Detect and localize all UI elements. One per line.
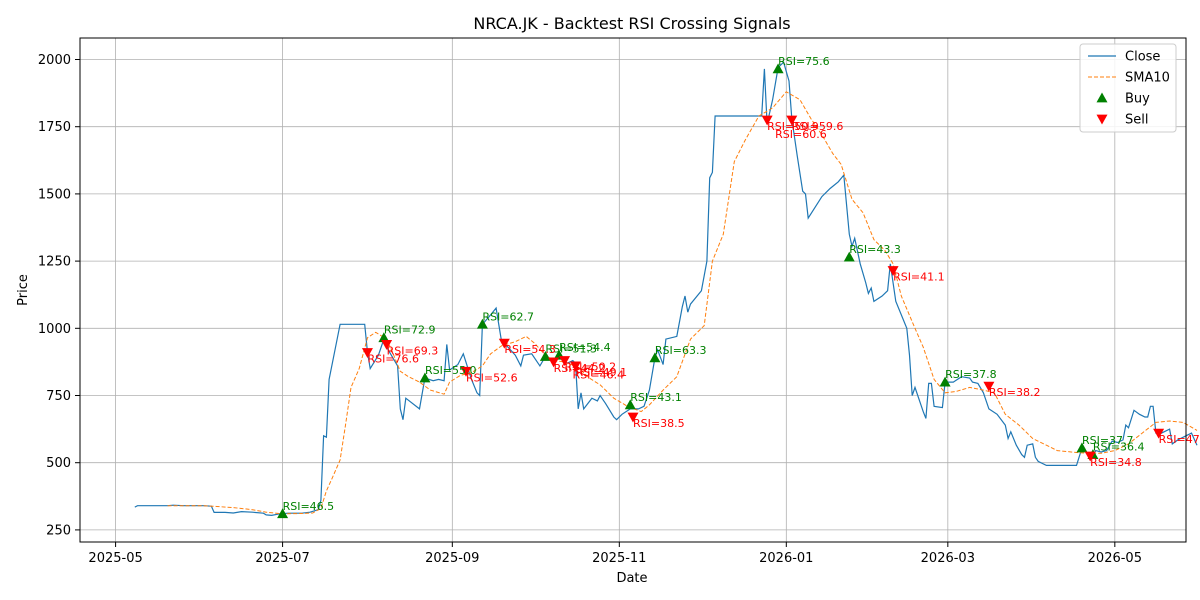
legend-label: Sell: [1125, 113, 1148, 128]
sell-marker: [498, 338, 510, 349]
x-tick-label: 2026-03: [921, 551, 975, 566]
sell-label: RSI=34.8: [1090, 456, 1142, 469]
sell-marker: [627, 412, 639, 423]
buy-label: RSI=46.5: [283, 500, 335, 513]
buy-label: RSI=43.3: [849, 243, 901, 256]
sell-marker: [381, 340, 393, 350]
x-tick-label: 2025-11: [592, 551, 646, 566]
sell-marker: [887, 266, 899, 277]
sell-label: RSI=38.2: [989, 386, 1041, 399]
legend: Close SMA10 Buy Sell: [1079, 43, 1177, 133]
sell-marker: [570, 361, 582, 372]
buy-marker: [843, 251, 855, 262]
y-axis: 250 500 750 1000 1250 1500 1750 2000: [38, 53, 80, 538]
buy-marker: [772, 63, 784, 74]
buy-label: RSI=36.4: [1093, 441, 1145, 454]
sell-label: RSI=59.6: [792, 120, 844, 133]
sell-label: RSI=54.3: [504, 343, 556, 356]
sell-marker: [1084, 451, 1096, 462]
signal-markers: [277, 63, 1165, 519]
buy-label: RSI=72.9: [384, 324, 436, 337]
sell-label: RSI=38.5: [633, 417, 685, 430]
sell-label: RSI=46.4: [573, 369, 625, 382]
series-layer: [134, 61, 1198, 517]
legend-sell-swatch: [1096, 114, 1108, 125]
y-tick-label: 2000: [38, 53, 71, 68]
x-tick-label: 2026-05: [1088, 551, 1142, 566]
sell-marker: [761, 115, 773, 126]
y-axis-label: Price: [16, 274, 31, 306]
buy-label: RSI=37.7: [1082, 434, 1134, 447]
sell-label: RSI=49.1: [576, 366, 628, 379]
y-tick-label: 1000: [38, 322, 71, 337]
buy-marker: [1076, 442, 1088, 453]
buy-label: RSI=55.0: [425, 364, 477, 377]
buy-label: RSI=54.4: [559, 341, 611, 354]
sell-marker: [559, 356, 571, 367]
sell-marker: [460, 366, 472, 377]
y-tick-label: 1750: [38, 120, 71, 135]
grid: [80, 38, 1186, 542]
sma10-line: [167, 91, 1198, 515]
buy-label: RSI=37.8: [945, 368, 997, 381]
y-tick-label: 1250: [38, 255, 71, 270]
buy-marker: [939, 376, 951, 387]
sell-label: RSI=44.2: [554, 362, 606, 375]
buy-marker: [476, 318, 488, 329]
plot-frame: [79, 37, 1187, 543]
sell-label: RSI=50.9: [767, 120, 819, 133]
chart-title: NRCA.JK - Backtest RSI Crossing Signals: [473, 14, 790, 33]
legend-label: SMA10: [1125, 71, 1170, 86]
sell-label: RSI=60.6: [775, 128, 827, 141]
buy-marker: [378, 332, 390, 343]
y-tick-label: 750: [46, 389, 71, 404]
buy-marker: [539, 351, 551, 361]
buy-marker: [419, 372, 431, 383]
buy-label: RSI=75.6: [778, 55, 830, 68]
buy-label: RSI=51.3: [545, 343, 597, 356]
signal-labels: RSI=46.5 RSI=72.9 RSI=55.0 RSI=62.7 RSI=51.3…: [283, 55, 1200, 513]
sell-label: RSI=50.2: [565, 361, 617, 374]
y-tick-label: 500: [46, 456, 71, 471]
y-tick-label: 250: [46, 523, 71, 538]
y-tick-label: 1500: [38, 187, 71, 202]
legend-label: Buy: [1125, 92, 1150, 107]
x-axis-label: Date: [616, 571, 647, 586]
sell-marker: [786, 115, 798, 126]
sell-marker: [548, 357, 560, 368]
x-tick-label: 2025-05: [88, 551, 142, 566]
sell-marker: [1153, 428, 1165, 439]
buy-marker: [624, 399, 636, 410]
x-axis: 2025-05 2025-07 2025-09 2025-11 2026-01 2026-…: [88, 542, 1142, 566]
sell-label: RSI=52.6: [466, 371, 518, 384]
sell-label: RSI=69.3: [387, 344, 439, 357]
buy-label: RSI=43.1: [630, 391, 682, 404]
buy-marker: [277, 508, 289, 519]
sell-marker: [361, 348, 373, 358]
buy-label: RSI=63.3: [655, 344, 707, 357]
x-tick-label: 2025-07: [255, 551, 309, 566]
legend-buy-swatch: [1096, 92, 1108, 103]
buy-marker: [649, 352, 661, 363]
x-tick-label: 2025-09: [425, 551, 479, 566]
sell-label: RSI=47.0: [1159, 433, 1200, 446]
sell-label: RSI=76.6: [367, 352, 419, 365]
buy-label: RSI=62.7: [482, 310, 534, 323]
sell-label: RSI=41.1: [893, 271, 945, 284]
legend-label: Close: [1125, 50, 1160, 65]
legend-box: [1079, 43, 1177, 133]
sell-marker: [983, 381, 995, 392]
x-tick-label: 2026-01: [759, 551, 813, 566]
close-line: [134, 61, 1198, 517]
